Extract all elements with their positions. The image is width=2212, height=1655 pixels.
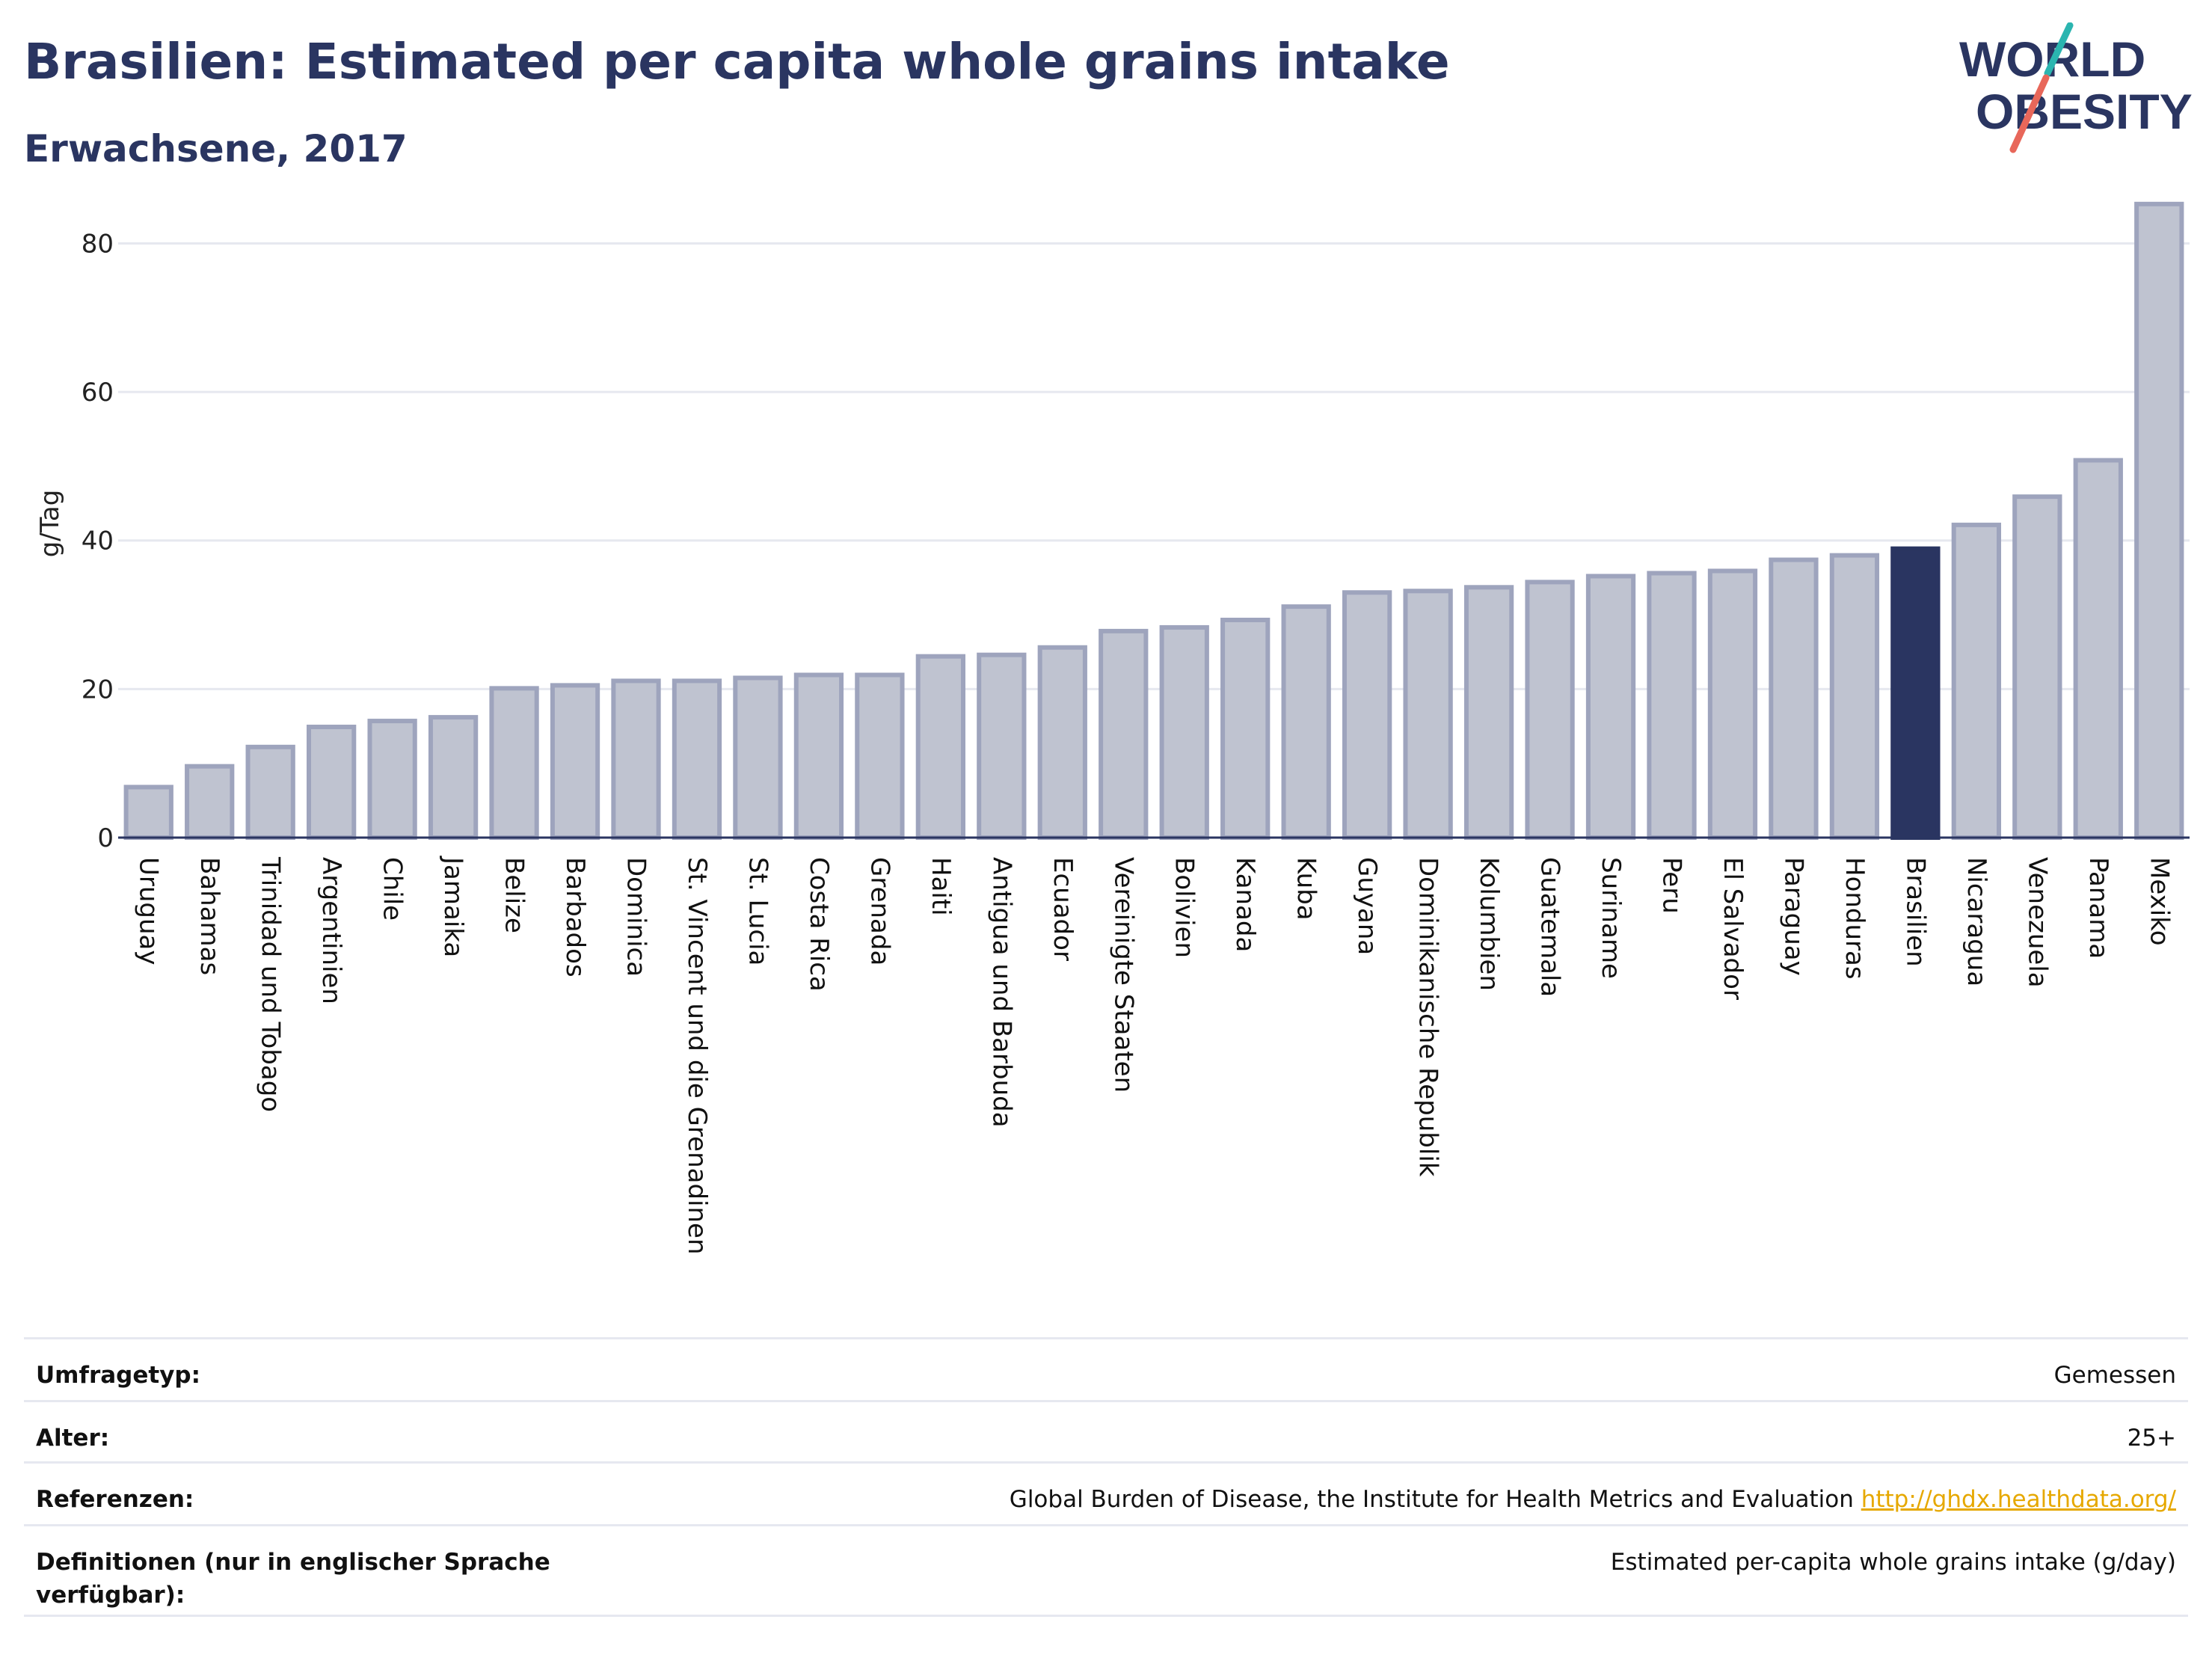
x-tick-label: Ecuador [1048, 857, 1078, 961]
x-tick-label: Costa Rica [804, 857, 834, 992]
x-tick-label: El Salvador [1718, 857, 1748, 1000]
x-tick-label: Bolivien [1170, 857, 1199, 958]
bar-ecuador[interactable] [1037, 645, 1087, 841]
x-tick-label: Belize [500, 857, 529, 933]
bar-dominikanische-republik[interactable] [1403, 589, 1453, 840]
x-tick-label: Barbados [560, 857, 590, 977]
info-value: Global Burden of Disease, the Institute … [1009, 1486, 1854, 1513]
bar-guyana[interactable] [1342, 590, 1392, 840]
x-tick-label: Chile [378, 857, 408, 921]
x-tick-label: Venezuela [2022, 857, 2052, 988]
bar-costa-rica[interactable] [793, 672, 844, 840]
axes: 0 20 40 60 80 Uruguay Bahamas Trinidad und Toba… [82, 229, 2190, 1255]
reference-link[interactable]: http://ghdx.healthdata.org/ [1861, 1486, 2176, 1513]
bar-antigua-und-barbuda[interactable] [977, 652, 1027, 840]
x-tick-label: Honduras [1840, 857, 1870, 980]
bar-brasilien[interactable] [1890, 546, 1941, 840]
x-tick-label: Jamaika [438, 856, 468, 957]
info-value: Gemessen [2053, 1362, 2176, 1389]
bar-haiti[interactable] [915, 654, 965, 840]
bar-mexiko[interactable] [2134, 201, 2184, 840]
info-table: Umfragetyp: Gemessen Alter: 25+ Referenz… [24, 1337, 2188, 1617]
bar-peru[interactable] [1647, 571, 1697, 840]
x-tick-label: Haiti [926, 857, 956, 916]
world-obesity-logo: WORLD OBESITY [1959, 22, 2193, 153]
bar-guatemala[interactable] [1525, 580, 1575, 840]
bar-jamaika[interactable] [428, 715, 479, 841]
bars [123, 201, 2184, 841]
y-tick-label: 20 [82, 675, 114, 704]
x-tick-label: Uruguay [134, 857, 164, 965]
y-tick-label: 60 [82, 378, 114, 408]
bar-uruguay[interactable] [123, 784, 173, 840]
x-tick-label: Grenada [864, 857, 894, 965]
bar-nicaragua[interactable] [1951, 522, 2001, 841]
x-tick-label: Bahamas [194, 857, 224, 975]
x-tick-label: Peru [1657, 857, 1687, 914]
x-tick-label: Brasilien [1900, 857, 1930, 967]
x-tick-label: Mexiko [2144, 857, 2174, 946]
bar-venezuela[interactable] [2012, 494, 2062, 840]
x-tick-label: Nicaragua [1961, 857, 1991, 986]
bar-bahamas[interactable] [185, 764, 235, 840]
bar-argentinien[interactable] [307, 725, 357, 841]
bar-belize[interactable] [489, 686, 539, 841]
x-tick-label: Trinidad und Tobago [256, 856, 286, 1112]
x-tick-label: Antigua und Barbuda [986, 857, 1016, 1128]
bar-grenada[interactable] [855, 672, 905, 840]
bar-kuba[interactable] [1281, 604, 1331, 841]
bar-paraguay[interactable] [1769, 557, 1819, 840]
bar-bolivien[interactable] [1159, 624, 1209, 841]
info-value: Estimated per-capita whole grains intake… [1610, 1549, 2176, 1576]
x-tick-label: Dominikanische Republik [1413, 857, 1443, 1177]
x-tick-label: Guatemala [1535, 857, 1565, 997]
bar-kanada[interactable] [1220, 617, 1271, 840]
logo-slash-bottom [2009, 74, 2050, 153]
chart-title: Brasilien: Estimated per capita whole gr… [24, 33, 1450, 90]
info-label: Referenzen: [36, 1486, 194, 1513]
bar-dominica[interactable] [611, 678, 661, 841]
y-axis-label: g/Tag [35, 490, 65, 558]
bar-vereinigte-staaten[interactable] [1099, 628, 1149, 840]
info-row-definitions: Definitionen (nur in englischer Sprache … [24, 1524, 2188, 1617]
bar-honduras[interactable] [1829, 553, 1880, 840]
info-row-references: Referenzen: Global Burden of Disease, th… [24, 1461, 2188, 1524]
x-tick-label: Argentinien [316, 857, 346, 1004]
bar-st-lucia[interactable] [733, 675, 783, 840]
x-tick-label: Guyana [1352, 857, 1382, 955]
x-tick-label: Suriname [1596, 857, 1626, 979]
bar-st-vincent-und-die-grenadinen[interactable] [672, 678, 722, 841]
bar-trinidad-und-tobago[interactable] [245, 744, 295, 841]
x-tick-label: Dominica [621, 857, 651, 977]
x-tick-label: Kuba [1291, 857, 1321, 921]
x-tick-label: Paraguay [1778, 857, 1808, 976]
info-row-age: Alter: 25+ [24, 1400, 2188, 1461]
chart-subtitle: Erwachsene, 2017 [24, 127, 408, 171]
logo-slash-top [2044, 22, 2074, 77]
x-tick-label: Kanada [1230, 857, 1260, 952]
info-value: 25+ [2127, 1425, 2176, 1452]
x-tick-label: Vereinigte Staaten [1108, 857, 1138, 1093]
info-label: Definitionen (nur in englischer Sprache … [36, 1549, 550, 1609]
bar-kolumbien[interactable] [1463, 585, 1514, 840]
y-tick-label: 40 [82, 526, 114, 556]
x-tick-label: Panama [2083, 857, 2113, 959]
x-tick-label: St. Vincent und die Grenadinen [682, 857, 712, 1255]
logo-line2: OBESITY [1976, 84, 2193, 139]
x-tick-label: St. Lucia [743, 857, 772, 965]
info-row-survey-type: Umfragetyp: Gemessen [24, 1337, 2188, 1400]
info-label: Umfragetyp: [36, 1362, 200, 1389]
info-label: Alter: [36, 1425, 110, 1452]
y-tick-label: 0 [97, 823, 114, 853]
bar-panama[interactable] [2073, 458, 2123, 840]
x-tick-label: Kolumbien [1474, 857, 1504, 991]
y-tick-label: 80 [82, 229, 114, 259]
bar-chile[interactable] [367, 719, 417, 840]
bar-barbados[interactable] [550, 683, 600, 840]
bar-el-salvador[interactable] [1707, 568, 1758, 841]
bar-suriname[interactable] [1585, 574, 1636, 841]
bar-chart: 0 20 40 60 80 Uruguay Bahamas Trinidad und Toba… [35, 201, 2190, 1255]
